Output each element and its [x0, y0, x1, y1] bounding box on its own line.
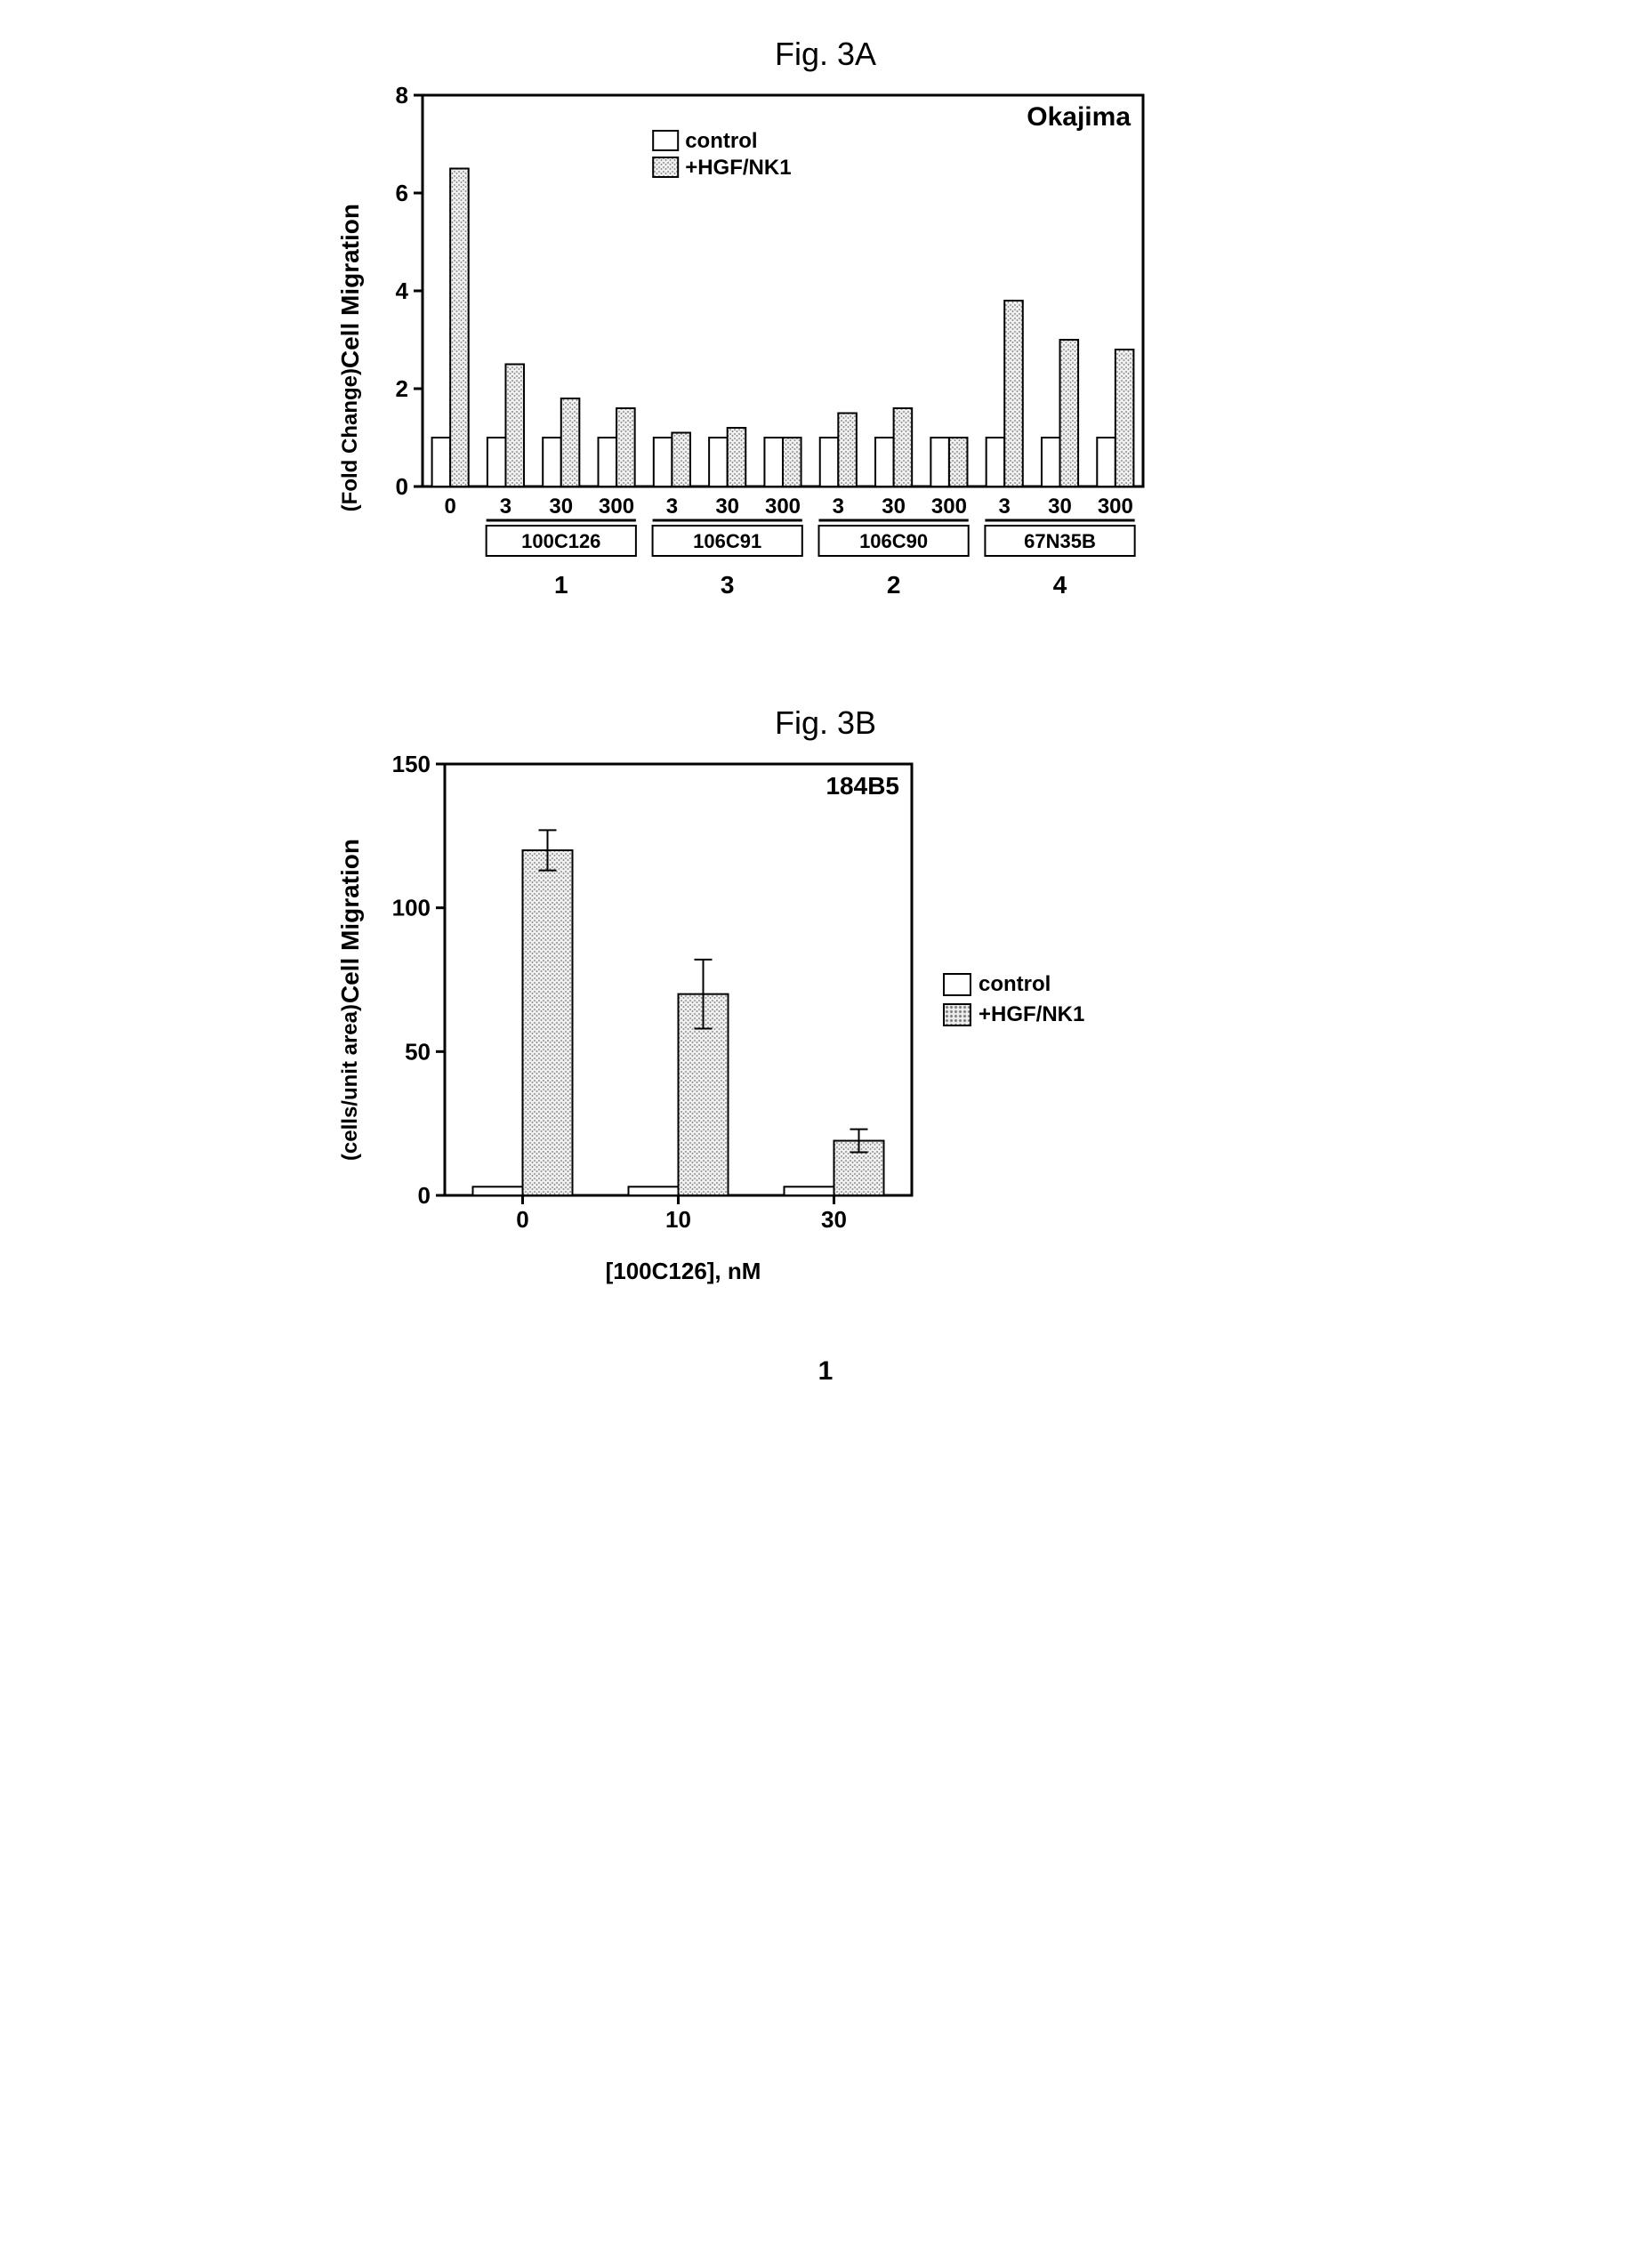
- chart-b-title: Fig. 3B: [336, 704, 1315, 742]
- svg-text:1: 1: [554, 571, 568, 599]
- chart-b-legend: control +HGF/NK1: [943, 972, 1084, 1027]
- legend-swatch-control: [943, 973, 971, 996]
- legend-item-control: control: [943, 972, 1084, 997]
- svg-text:3: 3: [666, 495, 678, 519]
- svg-text:184B5: 184B5: [826, 772, 899, 800]
- svg-text:67N35B: 67N35B: [1024, 530, 1096, 552]
- svg-text:300: 300: [1098, 495, 1133, 519]
- svg-text:2: 2: [887, 571, 901, 599]
- svg-text:+HGF/NK1: +HGF/NK1: [685, 156, 791, 180]
- svg-text:control: control: [685, 129, 757, 153]
- svg-text:2: 2: [396, 375, 408, 402]
- svg-text:0: 0: [444, 495, 455, 519]
- svg-text:8: 8: [396, 82, 408, 109]
- chart-b-plot: 0 50 100 150 0 10 30 184B5: [374, 751, 925, 1249]
- svg-text:6: 6: [396, 180, 408, 206]
- chart-a-title: Fig. 3A: [336, 36, 1315, 73]
- svg-text:3: 3: [721, 571, 735, 599]
- svg-text:106C91: 106C91: [693, 530, 761, 552]
- chart-b-ylabel-line1: Cell Migration: [336, 839, 365, 1003]
- figure-3b: Fig. 3B Cell Migration (cells/unit area)…: [336, 704, 1315, 1285]
- chart-a-ylabel: Cell Migration (Fold Change): [336, 204, 365, 511]
- svg-text:4: 4: [396, 277, 409, 304]
- svg-text:Okajima: Okajima: [1027, 102, 1131, 132]
- svg-text:0: 0: [396, 473, 408, 500]
- svg-text:30: 30: [1048, 495, 1072, 519]
- legend-item-treat: +HGF/NK1: [943, 1002, 1084, 1027]
- svg-text:300: 300: [599, 495, 634, 519]
- svg-text:0: 0: [516, 1206, 528, 1233]
- svg-text:100: 100: [392, 895, 431, 921]
- chart-b-ylabel: Cell Migration (cells/unit area): [336, 839, 365, 1160]
- svg-text:30: 30: [715, 495, 739, 519]
- svg-text:3: 3: [999, 495, 1011, 519]
- legend-label-control: control: [979, 972, 1051, 997]
- legend-swatch-treat: [943, 1003, 971, 1026]
- chart-b-xlabel: [100C126], nM: [407, 1258, 959, 1285]
- legend-label-treat: +HGF/NK1: [979, 1002, 1084, 1027]
- svg-text:10: 10: [665, 1206, 691, 1233]
- svg-text:100C126: 100C126: [521, 530, 600, 552]
- svg-text:50: 50: [405, 1038, 431, 1065]
- svg-text:3: 3: [833, 495, 844, 519]
- svg-text:0: 0: [418, 1182, 431, 1209]
- chart-b-ylabel-line2: (cells/unit area): [338, 1004, 363, 1161]
- svg-text:30: 30: [882, 495, 906, 519]
- chart-a-ylabel-line2: (Fold Change): [338, 368, 363, 511]
- svg-text:300: 300: [931, 495, 967, 519]
- svg-text:106C90: 106C90: [859, 530, 928, 552]
- svg-text:300: 300: [765, 495, 801, 519]
- page-number: 1: [336, 1356, 1315, 1387]
- svg-text:4: 4: [1053, 571, 1067, 599]
- svg-text:3: 3: [500, 495, 511, 519]
- svg-text:30: 30: [549, 495, 573, 519]
- chart-a-plot: 0 2 4 6 8 0 3 30 300 3 30 300 3 30 300 3 30 300 100C126 1 10…: [374, 82, 1156, 633]
- svg-text:30: 30: [821, 1206, 847, 1233]
- chart-a-ylabel-line1: Cell Migration: [336, 204, 365, 368]
- figure-3a: Fig. 3A Cell Migration (Fold Change) 0 2 4…: [336, 36, 1315, 633]
- svg-text:150: 150: [392, 751, 431, 777]
